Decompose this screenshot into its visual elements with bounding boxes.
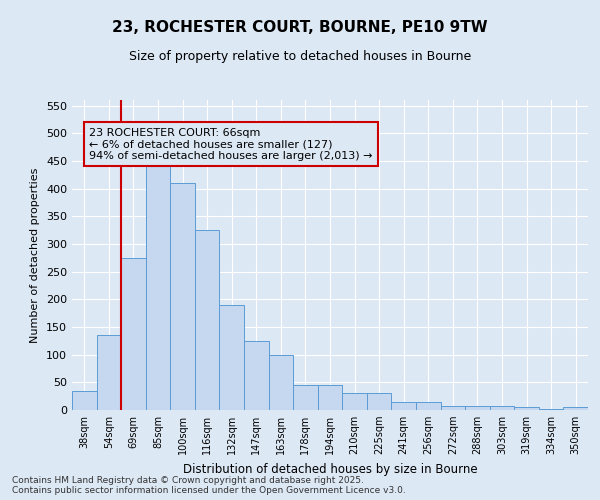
Bar (121, 258, 146, 410)
Text: Contains HM Land Registry data © Crown copyright and database right 2025.
Contai: Contains HM Land Registry data © Crown c… (12, 476, 406, 495)
Bar (563, 407, 588, 410)
Text: 23, ROCHESTER COURT, BOURNE, PE10 9TW: 23, ROCHESTER COURT, BOURNE, PE10 9TW (112, 20, 488, 35)
Bar (220, 305, 244, 410)
Y-axis label: Number of detached properties: Number of detached properties (31, 168, 40, 342)
Bar (490, 406, 514, 410)
X-axis label: Distribution of detached houses by size in Bourne: Distribution of detached houses by size … (182, 462, 478, 475)
Bar (146, 161, 170, 410)
Bar (293, 385, 318, 410)
Bar (465, 406, 490, 410)
Bar (195, 230, 220, 410)
Bar (539, 409, 563, 410)
Bar (72, 390, 97, 410)
Bar (367, 394, 391, 410)
Bar (440, 406, 465, 410)
Bar (97, 336, 121, 410)
Bar (170, 183, 195, 410)
Bar (244, 341, 269, 410)
Bar (342, 394, 367, 410)
Text: 23 ROCHESTER COURT: 66sqm
← 6% of detached houses are smaller (127)
94% of semi-: 23 ROCHESTER COURT: 66sqm ← 6% of detach… (89, 128, 373, 161)
Text: Size of property relative to detached houses in Bourne: Size of property relative to detached ho… (129, 50, 471, 63)
Bar (416, 402, 440, 410)
Bar (318, 385, 342, 410)
Bar (514, 407, 539, 410)
Bar (269, 354, 293, 410)
Bar (391, 402, 416, 410)
